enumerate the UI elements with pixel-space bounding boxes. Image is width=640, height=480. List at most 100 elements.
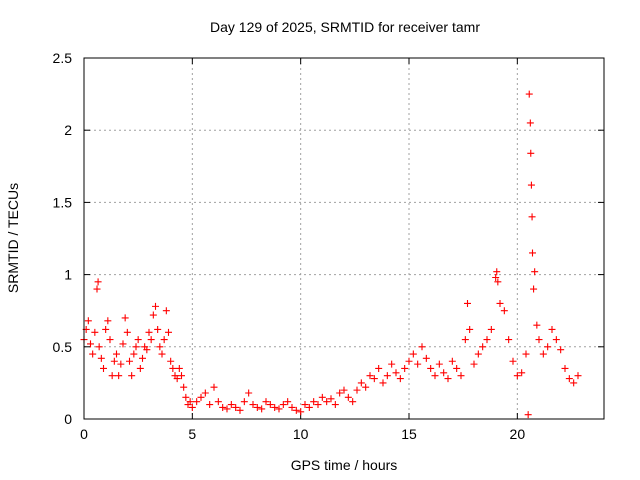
data-point xyxy=(240,398,248,406)
data-point xyxy=(314,401,322,409)
data-point xyxy=(134,336,142,344)
data-point xyxy=(527,149,535,157)
data-point xyxy=(102,325,110,333)
data-point xyxy=(509,357,517,365)
data-point xyxy=(483,336,491,344)
data-point xyxy=(258,405,266,413)
data-point xyxy=(193,398,201,406)
data-point xyxy=(136,364,144,372)
data-point xyxy=(188,403,196,411)
data-point xyxy=(370,375,378,383)
data-point xyxy=(494,278,502,286)
data-point xyxy=(344,393,352,401)
data-point xyxy=(513,372,521,380)
data-point xyxy=(249,401,257,409)
data-point xyxy=(186,398,194,406)
data-point xyxy=(487,325,495,333)
data-point xyxy=(561,364,569,372)
data-point xyxy=(97,354,105,362)
data-point xyxy=(464,299,471,307)
data-point xyxy=(271,403,279,411)
data-point xyxy=(379,379,387,387)
data-point xyxy=(206,401,214,409)
data-point xyxy=(165,328,172,336)
data-point xyxy=(292,406,300,414)
data-point xyxy=(284,398,292,406)
x-tick-label: 20 xyxy=(510,426,526,442)
x-tick-label: 10 xyxy=(293,426,309,442)
data-point xyxy=(522,350,530,358)
data-point xyxy=(154,325,162,333)
data-point xyxy=(262,398,270,406)
data-point xyxy=(169,364,177,372)
data-point xyxy=(435,360,443,368)
data-point xyxy=(349,398,357,406)
data-point xyxy=(162,307,170,315)
data-point xyxy=(530,285,538,293)
data-point xyxy=(518,369,526,377)
data-point xyxy=(167,357,175,365)
data-point xyxy=(323,398,331,406)
data-point xyxy=(479,343,487,351)
x-axis-label: GPS time / hours xyxy=(291,457,398,473)
data-point xyxy=(93,285,101,293)
data-point xyxy=(366,372,374,380)
data-point xyxy=(84,317,92,325)
data-point xyxy=(557,346,565,354)
data-point xyxy=(95,343,103,351)
x-tick-label: 5 xyxy=(188,426,196,442)
data-point xyxy=(158,350,166,358)
chart-title: Day 129 of 2025, SRMTID for receiver tam… xyxy=(210,19,480,35)
data-point xyxy=(444,375,452,383)
data-point xyxy=(565,375,573,383)
data-point xyxy=(431,372,439,380)
data-point xyxy=(552,336,560,344)
data-point xyxy=(427,364,435,372)
data-point xyxy=(106,336,114,344)
data-point xyxy=(152,302,159,310)
data-point xyxy=(409,350,417,358)
data-point xyxy=(130,350,138,358)
data-point xyxy=(474,350,482,358)
data-point xyxy=(115,372,123,380)
data-point xyxy=(266,401,274,409)
data-point xyxy=(422,354,430,362)
data-point xyxy=(197,393,205,401)
data-point xyxy=(470,360,478,368)
data-point xyxy=(182,393,190,401)
data-point xyxy=(525,90,533,98)
data-point xyxy=(149,311,157,319)
data-point xyxy=(505,336,513,344)
data-point xyxy=(531,268,539,276)
data-point xyxy=(405,357,413,365)
data-point xyxy=(529,249,536,257)
data-point xyxy=(466,325,474,333)
data-point xyxy=(440,369,448,377)
data-point xyxy=(318,393,326,401)
data-point xyxy=(232,403,240,411)
data-point xyxy=(353,386,361,394)
data-point xyxy=(548,325,556,333)
data-point xyxy=(87,340,94,348)
data-point xyxy=(145,328,153,336)
data-point xyxy=(227,401,235,409)
data-point xyxy=(453,364,461,372)
data-point xyxy=(524,411,532,419)
data-point xyxy=(100,364,107,372)
y-tick-label: 0 xyxy=(64,411,72,427)
axis-ticks: 0 5 10 15 20 0 0.5 1 1.5 2 2.5 xyxy=(53,50,604,442)
data-point xyxy=(156,343,164,351)
data-point xyxy=(327,395,335,403)
data-point xyxy=(143,346,151,354)
plot-frame xyxy=(83,57,605,420)
data-point xyxy=(401,364,409,372)
data-point xyxy=(383,372,391,380)
data-point xyxy=(245,389,253,397)
data-point xyxy=(117,360,125,368)
data-point xyxy=(392,369,400,377)
data-point xyxy=(214,398,222,406)
data-point xyxy=(297,408,305,416)
data-point xyxy=(527,181,535,189)
data-point xyxy=(396,375,404,383)
data-point xyxy=(147,336,155,344)
